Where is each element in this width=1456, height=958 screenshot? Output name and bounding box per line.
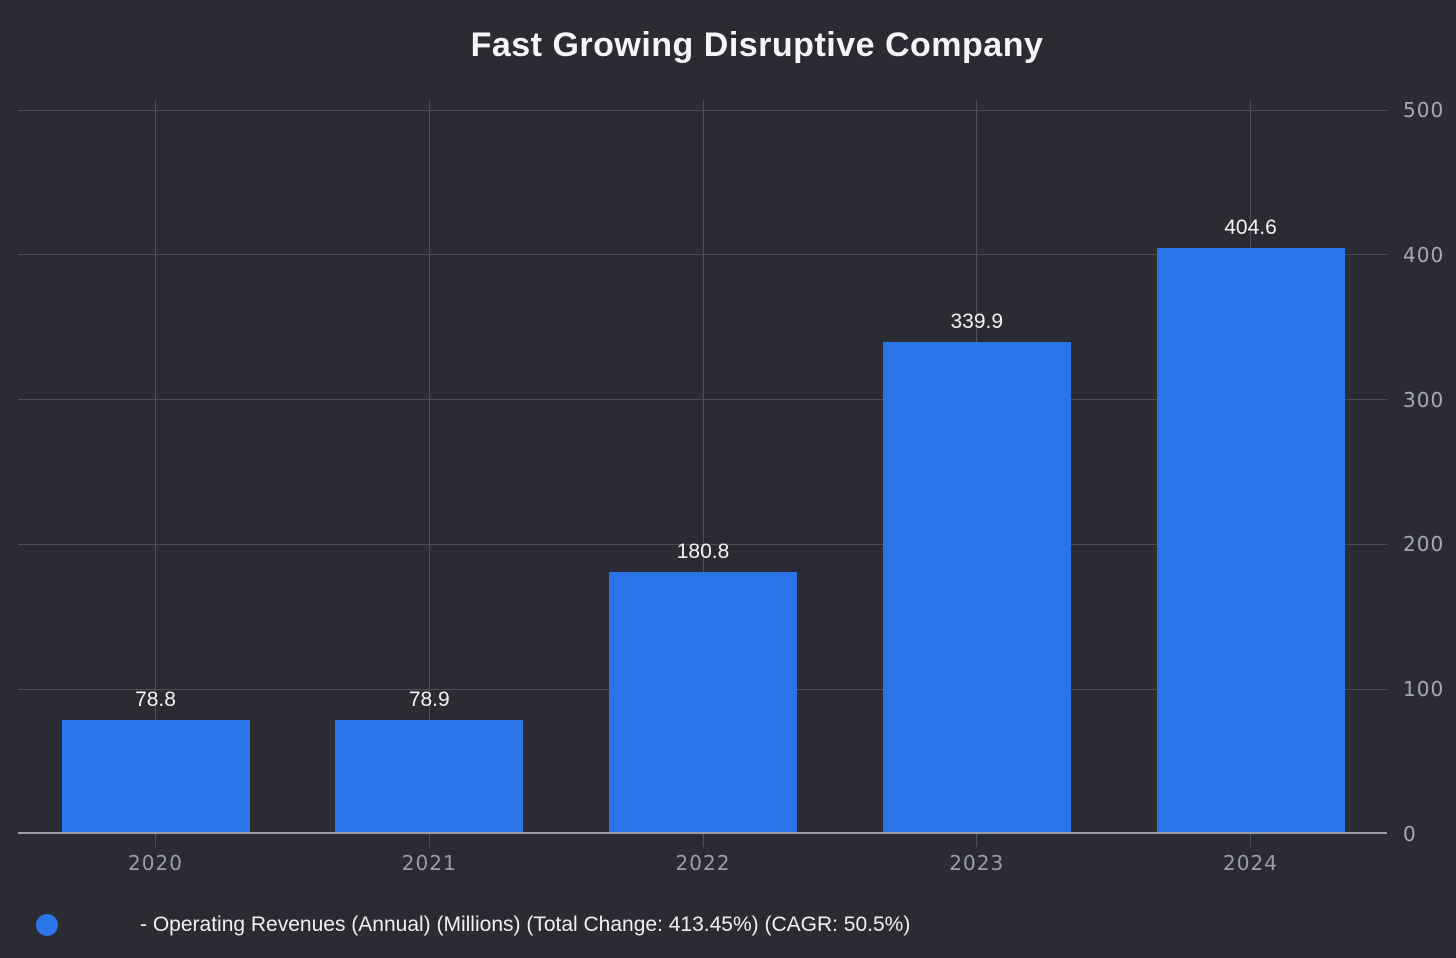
- gridline-v-2022: [702, 100, 704, 847]
- y-tick-label-100: 100: [1403, 677, 1445, 702]
- bar-value-label-2020: 78.8: [135, 687, 176, 711]
- y-tick-label-500: 500: [1403, 98, 1445, 122]
- bar-2021[interactable]: [335, 719, 524, 834]
- gridline-v-2021: [428, 100, 430, 847]
- x-tick-label-2024: 2024: [1223, 851, 1278, 875]
- bar-value-label-2022: 180.8: [676, 540, 730, 564]
- x-tick-label-2022: 2022: [675, 851, 731, 875]
- bar-2024[interactable]: [1156, 248, 1345, 834]
- bar-2020[interactable]: [61, 719, 250, 834]
- chart-title: Fast Growing Disruptive Company: [470, 26, 1044, 64]
- y-tick-label-400: 400: [1403, 242, 1445, 267]
- y-tick-label-300: 300: [1403, 387, 1445, 412]
- x-tick-label-2023: 2023: [949, 851, 1005, 875]
- bar-value-label-2021: 78.9: [408, 687, 450, 711]
- x-axis-line: [18, 832, 1387, 834]
- legend[interactable]: - Operating Revenues (Annual) (Millions)…: [36, 908, 910, 942]
- bar-value-label-2024: 404.6: [1224, 216, 1277, 240]
- legend-marker-dot: [36, 914, 58, 936]
- bar-2022[interactable]: [609, 572, 797, 834]
- x-tick-label-2021: 2021: [401, 851, 457, 875]
- legend-label: - Operating Revenues (Annual) (Millions)…: [140, 913, 911, 936]
- y-tick-label-0: 0: [1403, 822, 1417, 846]
- x-tick-label-2020: 2020: [128, 851, 183, 875]
- bar-2023[interactable]: [882, 341, 1071, 834]
- gridline-v-2020: [155, 100, 156, 847]
- bar-value-label-2023: 339.9: [950, 309, 1004, 333]
- y-tick-label-200: 200: [1403, 532, 1445, 557]
